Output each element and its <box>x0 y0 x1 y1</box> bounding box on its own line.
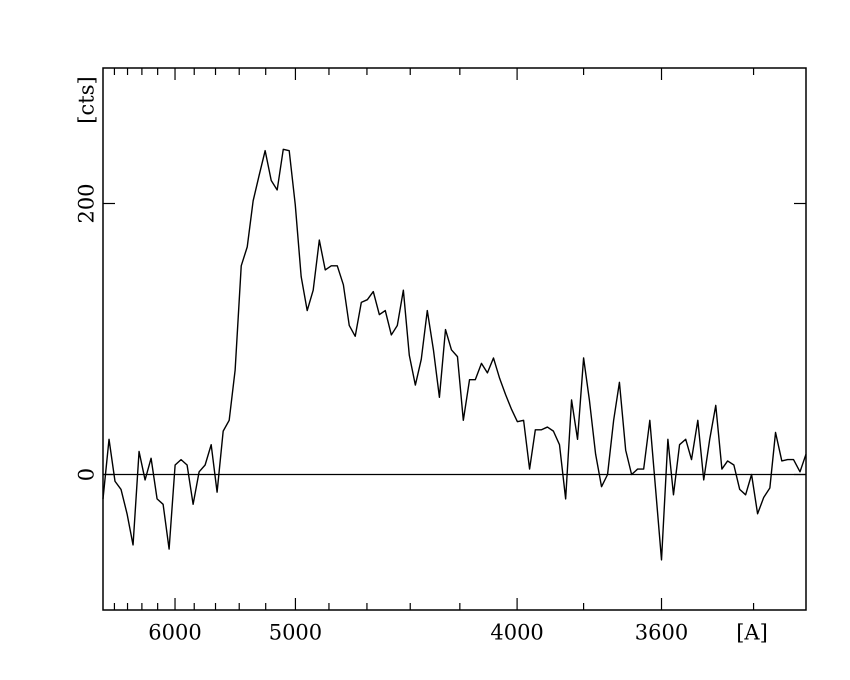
y-tick-label: 0 <box>75 468 99 481</box>
x-tick-label: 3600 <box>635 621 688 645</box>
x-tick-label: 6000 <box>148 621 201 645</box>
spectrum-line <box>102 148 807 561</box>
plot-frame <box>102 67 807 611</box>
x-tick-label: 4000 <box>490 621 543 645</box>
x-axis-label: [A] <box>736 621 768 645</box>
y-tick-label: 200 <box>75 183 99 223</box>
x-tick-label: 5000 <box>269 621 322 645</box>
y-axis-label: [cts] <box>75 76 99 123</box>
